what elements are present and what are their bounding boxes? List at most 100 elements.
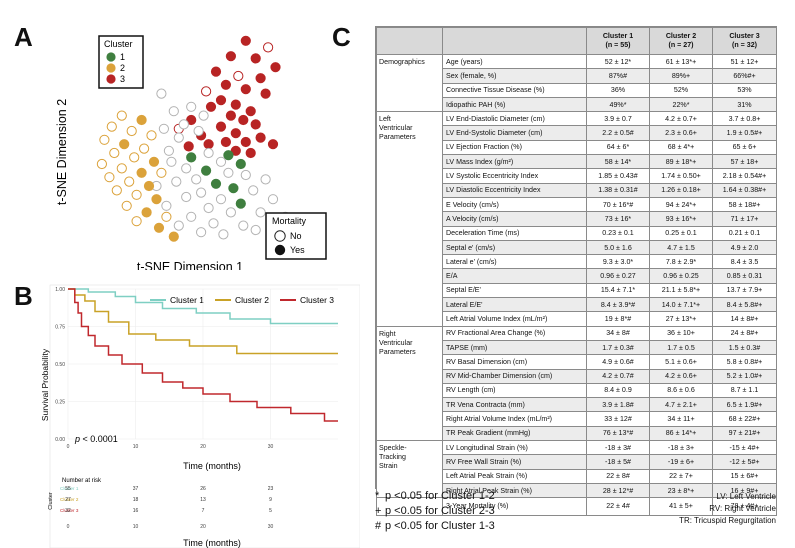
cluster-1-value: -18 ± 3# — [586, 440, 650, 456]
risk-table-row-label: Cluster 1 — [60, 486, 79, 491]
cluster-2-value: 21.1 ± 5.8*+ — [649, 282, 713, 299]
cluster-3-value: 15 ± 6#+ — [712, 468, 777, 484]
tsne-point — [218, 229, 229, 240]
cluster-legend-title: Cluster — [104, 39, 133, 49]
tsne-point — [136, 114, 147, 126]
table-row: Left Atrial Volume Index (mL/m²) 19 ± 8*#… — [377, 311, 777, 327]
cluster-2-value: 93 ± 16*+ — [649, 211, 713, 227]
cluster-3-value: -12 ± 5#+ — [712, 454, 777, 470]
echo-parameters-table: Cluster 1 (n = 55) Cluster 2 (n = 27) Cl… — [375, 26, 777, 516]
survival-ytick: 1.00 — [55, 287, 65, 293]
cluster-3-value: 51 ± 12+ — [712, 53, 777, 70]
cluster-1-value: 1.85 ± 0.43# — [586, 168, 650, 184]
tsne-point — [255, 207, 266, 218]
survival-xtick: 10 — [133, 444, 139, 450]
risk-table-ylabel: Cluster — [48, 492, 54, 510]
mortality-legend: Mortality No Yes — [265, 212, 327, 260]
cluster-1-value: 1.38 ± 0.31# — [586, 182, 650, 198]
survival-ytick: 0.25 — [55, 400, 65, 406]
cluster-3-value: 97 ± 21#+ — [712, 425, 777, 442]
table-row: Right Ventricular Parameters RV Fractiona… — [376, 325, 777, 442]
tsne-point — [109, 147, 120, 159]
tsne-point — [220, 136, 231, 148]
cluster-1-value: 2.2 ± 0.5# — [586, 125, 650, 141]
survival-legend: Cluster 1 Cluster 2 Cluster 3 — [150, 295, 334, 305]
tsne-point — [121, 200, 132, 211]
cluster-2-value: 4.7 ± 1.5 — [649, 239, 713, 256]
cluster-1-value: 49%* — [586, 96, 650, 113]
cluster-1-value: 9.3 ± 3.0* — [586, 254, 650, 270]
cluster-1-label: 1 — [120, 52, 125, 62]
tsne-point — [186, 101, 197, 112]
cluster-3-value: 0.21 ± 0.1 — [712, 225, 777, 241]
risk-table-row-label: Cluster 2 — [60, 497, 79, 502]
table-row: Left Atrial Peak Strain (%) 22 ± 8# 22 ± 7… — [377, 468, 777, 484]
cluster-1-value: 1.7 ± 0.3# — [586, 339, 650, 356]
table-header-row: Cluster 1 (n = 55) Cluster 2 (n = 27) Cl… — [376, 27, 777, 55]
survival-line-cluster-3 — [68, 288, 338, 422]
survival-line-cluster-2 — [68, 288, 338, 355]
cluster-3-value: 16 ± 9#+ — [712, 482, 777, 499]
cluster-3-value: 8.4 ± 3.5 — [712, 254, 777, 270]
header-group-cell — [376, 27, 443, 55]
tsne-point — [161, 200, 172, 211]
tsne-point — [267, 139, 279, 150]
table-row: TAPSE (mm) 1.7 ± 0.3# 1.7 ± 0.5 1.5 ± 0.3# — [377, 339, 777, 356]
parameter-label: TR Vena Contracta (mm) — [442, 397, 587, 413]
tsne-point — [168, 106, 179, 117]
cluster-3-value: 1.64 ± 0.38#+ — [712, 182, 777, 198]
tsne-point — [141, 207, 152, 218]
table-row: Right Atrial Peak Strain (%) 28 ± 12*# 23 … — [377, 482, 777, 499]
tsne-point — [126, 125, 137, 137]
cluster-3-value: 2.18 ± 0.54#+ — [712, 168, 777, 184]
cluster-1-value: 64 ± 6* — [586, 139, 650, 156]
cluster-2-value: 4.2 ± 0.6+ — [649, 368, 713, 384]
header-cluster-2: Cluster 2 (n = 27) — [649, 27, 713, 55]
tsne-point — [203, 139, 214, 150]
parameter-label: Septal e' (cm/s) — [442, 239, 587, 256]
parameter-label: TR Peak Gradient (mmHg) — [442, 425, 587, 442]
tsne-point — [148, 156, 160, 167]
panel-a-letter: A — [14, 22, 33, 52]
table-row: LV Ejection Fraction (%) 64 ± 6* 68 ± 4*+ 6… — [377, 139, 777, 156]
tsne-point — [124, 176, 135, 187]
cluster-2-value: 22 ± 7+ — [649, 468, 713, 484]
parameter-label: LV Diastolic Eccentricity Index — [442, 182, 587, 198]
tsne-point — [104, 172, 115, 183]
risk-table-xlabel: Time (months) — [183, 538, 241, 548]
cluster-2-value: 86 ± 14*+ — [649, 425, 713, 442]
cluster-1-value: 87%# — [586, 68, 650, 84]
cluster-3-value: 53% — [712, 82, 777, 98]
tsne-point — [119, 139, 130, 150]
cluster-2-value: 1.74 ± 0.50+ — [649, 168, 713, 184]
tsne-point — [181, 191, 192, 203]
group-label: Speckle- Tracking Strain — [376, 440, 443, 499]
survival-ytick: 0.50 — [55, 362, 65, 368]
table-row: E Velocity (cm/s) 70 ± 16*# 94 ± 24*+ 58 ± … — [377, 196, 777, 213]
cluster-2-value: 89%+ — [649, 68, 713, 84]
table-row: Speckle- Tracking Strain LV Longitudinal … — [376, 440, 777, 499]
cluster-3-value: 3.7 ± 0.8+ — [712, 111, 777, 127]
tsne-point — [96, 158, 108, 170]
tsne-point — [143, 180, 155, 192]
tsne-point — [225, 207, 236, 218]
tsne-point — [223, 150, 234, 161]
cluster-3-value: 66%#+ — [712, 68, 777, 84]
tsne-point — [240, 169, 251, 181]
parameter-label: LV End-Diastolic Diameter (cm) — [442, 111, 587, 127]
risk-table-row-label: Cluster 3 — [60, 508, 79, 513]
cluster-3-value: 4.9 ± 2.0 — [712, 239, 777, 256]
footnote-3: # p <0.05 for Cluster 1-3 — [375, 520, 495, 532]
table-row: 3-Year Mortality (%) 22 ± 4# 41 ± 5+ 78 ± 4… — [376, 497, 777, 516]
cluster-3-swatch — [106, 74, 116, 84]
table-row: LV End-Systolic Diameter (cm) 2.2 ± 0.5# 2… — [377, 125, 777, 141]
survival-line-cluster-1 — [68, 288, 338, 325]
cluster-1-value: 0.96 ± 0.27 — [586, 268, 650, 284]
parameter-label: TAPSE (mm) — [442, 339, 587, 356]
cluster-1-value: 58 ± 14* — [586, 154, 650, 170]
significance-footnotes: * p <0.05 for Cluster 1-2 + p <0.05 for Cl… — [375, 489, 495, 534]
cluster-1-value: 3.9 ± 1.8# — [586, 397, 650, 413]
tsne-point — [196, 227, 207, 238]
parameter-label: Right Atrial Volume Index (mL/m²) — [442, 411, 587, 427]
cluster-3-value: 0.85 ± 0.31 — [712, 268, 777, 284]
